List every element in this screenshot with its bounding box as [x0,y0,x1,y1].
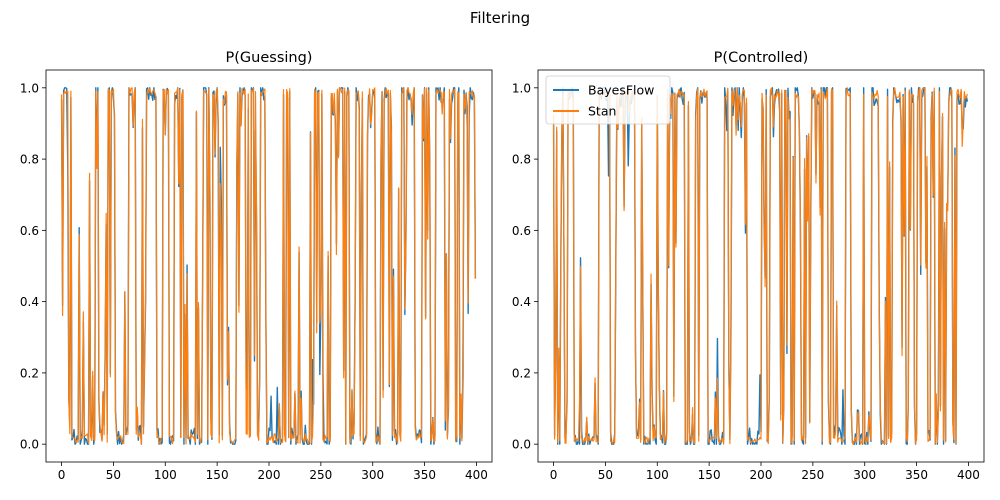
x-tick-label: 0 [550,468,558,482]
y-tick-label: 1.0 [20,81,39,95]
x-tick-label: 400 [957,468,980,482]
y-tick-label: 0.4 [512,295,531,309]
figure-suptitle: Filtering [470,9,530,27]
y-tick-label: 0.8 [512,153,531,167]
x-tick-label: 100 [154,468,177,482]
x-tick-label: 350 [413,468,436,482]
x-tick-label: 150 [206,468,229,482]
y-tick-label: 0.0 [512,438,531,452]
y-tick-label: 0.2 [20,366,39,380]
series-line-stan [60,87,476,445]
panel-title: P(Controlled) [714,50,809,66]
legend-label-stan: Stan [588,104,616,119]
x-tick-label: 300 [853,468,876,482]
legend: BayesFlow Stan [545,75,671,125]
y-tick-label: 0.0 [20,438,39,452]
y-tick-label: 0.2 [512,366,531,380]
x-tick-label: 350 [905,468,928,482]
y-tick-label: 0.6 [512,224,531,238]
x-tick-label: 200 [750,468,773,482]
x-tick-label: 200 [258,468,281,482]
x-tick-label: 250 [801,468,824,482]
panel-2: 0 50 100 150 200 250 300 350 400 0.0 0.2 0.4 0.6 0.8 1… [512,50,985,482]
x-tick-label: 150 [698,468,721,482]
x-tick-label: 0 [58,468,66,482]
y-tick-label: 0.6 [20,224,39,238]
y-tick-label: 1.0 [512,81,531,95]
y-tick-label: 0.4 [20,295,39,309]
x-tick-label: 300 [361,468,384,482]
x-tick-label: 50 [106,468,121,482]
x-tick-label: 50 [598,468,613,482]
y-tick-label: 0.8 [20,153,39,167]
x-tick-label: 250 [309,468,332,482]
legend-label-bayesflow: BayesFlow [588,83,654,98]
x-tick-label: 100 [646,468,669,482]
x-tick-label: 400 [465,468,488,482]
panel-1: 0 50 100 150 200 250 300 350 400 0.0 0.2 0.4 0.6 0.8 1… [20,50,493,482]
panel-title: P(Guessing) [226,50,313,66]
